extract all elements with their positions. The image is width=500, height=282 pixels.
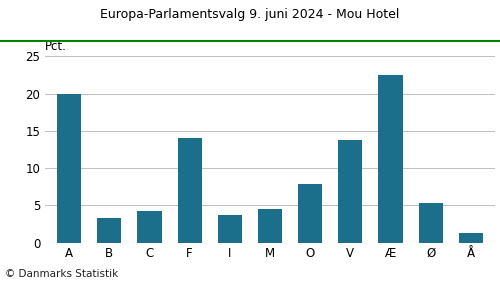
Bar xyxy=(459,233,483,243)
Bar xyxy=(97,218,122,243)
Text: Pct.: Pct. xyxy=(45,40,67,53)
Text: © Danmarks Statistik: © Danmarks Statistik xyxy=(5,269,118,279)
Bar xyxy=(138,210,162,243)
Bar xyxy=(218,215,242,243)
Bar xyxy=(57,94,81,243)
Bar xyxy=(418,203,443,243)
Bar xyxy=(178,138,202,243)
Text: Europa-Parlamentsvalg 9. juni 2024 - Mou Hotel: Europa-Parlamentsvalg 9. juni 2024 - Mou… xyxy=(100,8,400,21)
Bar xyxy=(378,75,402,243)
Bar xyxy=(258,209,282,243)
Bar xyxy=(298,184,322,243)
Bar xyxy=(338,140,362,243)
